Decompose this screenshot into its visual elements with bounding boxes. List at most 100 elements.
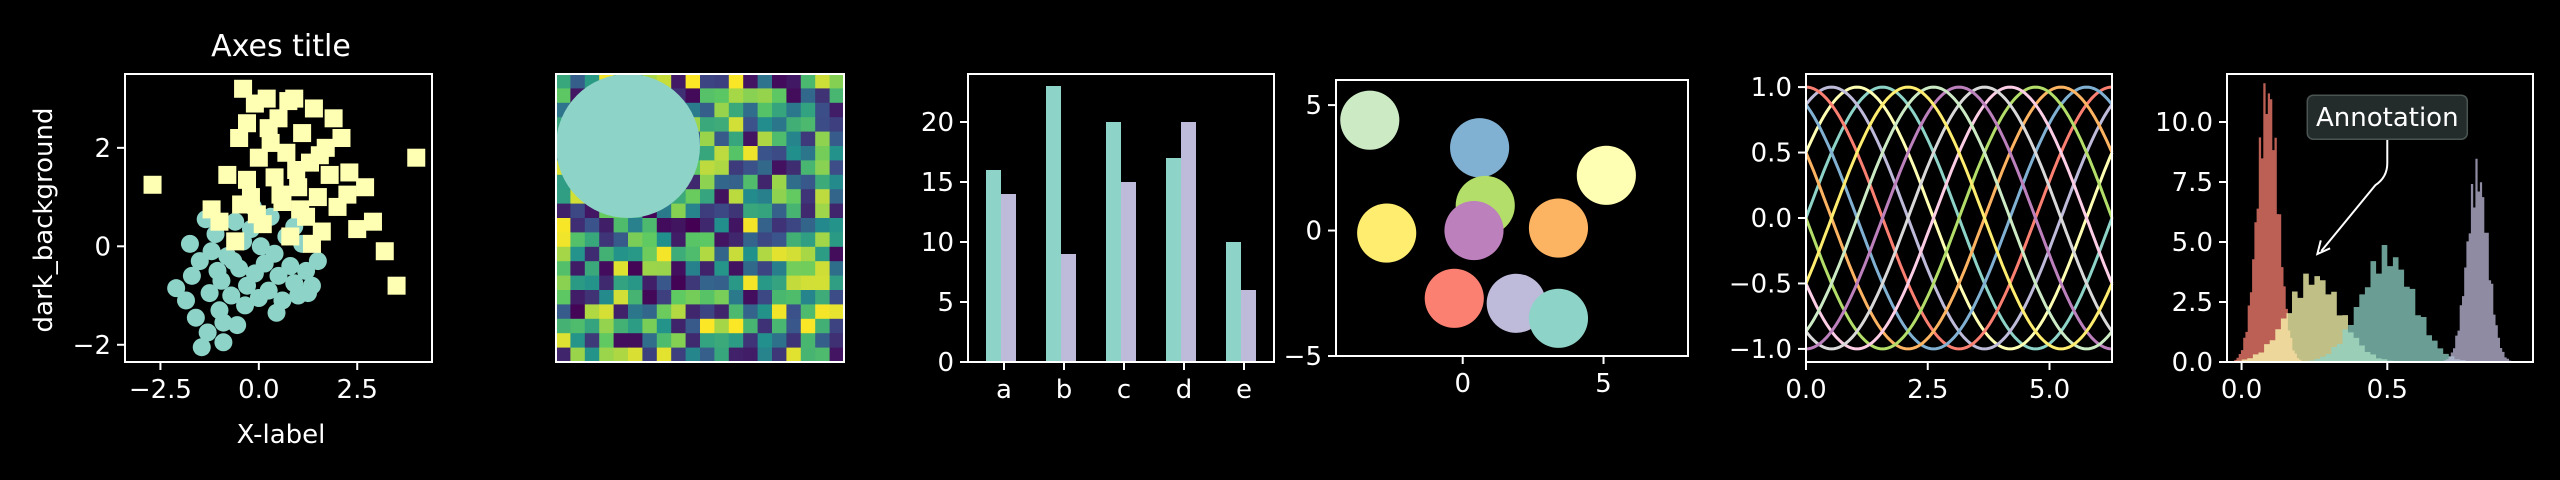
scatter-marks [143,79,426,357]
heatmap-cell [714,246,730,262]
bar [1241,290,1256,362]
sine-line [1804,85,2114,351]
panel-bar: a b c d e 0 5 10 15 20 [921,73,1275,405]
heatmap-cell [700,102,715,118]
heatmap-cell [700,290,715,305]
scatter-point [226,232,245,251]
heatmap-cell [815,261,831,277]
bar-marks [986,86,1256,362]
heatmap-cell [829,290,845,305]
p6-ytick-label: 5.0 [2172,228,2213,258]
heatmap-cell [728,203,744,219]
heatmap-cell [700,160,715,176]
heatmap-cell [743,232,759,248]
heatmap-cell [570,290,586,305]
scatter-point [236,296,255,315]
heatmap-cell [656,261,672,277]
heatmap-cell [570,74,586,89]
p4-ytick-label: 0 [1305,217,1322,247]
heatmap-cell [743,333,759,349]
heatmap-cell [628,290,643,305]
heatmap-cell [685,88,701,104]
heatmap-cell [728,232,744,248]
heatmap-cell [570,232,586,248]
heatmap-cell [772,160,787,176]
heatmap-cell [829,88,845,104]
heatmap-cell [757,189,773,205]
scatter-point [348,220,367,239]
heatmap-cell [628,333,643,349]
axis-ticks: 0.0 2.5 5.0 −1.0 −0.5 0.0 0.5 1.0 [1729,73,2070,405]
heatmap-cell [714,232,730,248]
p3-ytick-label: 0 [937,348,954,378]
scatter-point [287,161,306,179]
heatmap-cell [700,74,715,89]
heatmap-cell [800,102,816,118]
heatmap-cell [728,102,744,118]
sine-line [1804,85,2114,351]
heatmap-cell [700,203,715,219]
heatmap-cell [786,218,802,233]
p5-xtick-label: 5.0 [2029,375,2070,405]
heatmap-cell [599,304,615,320]
heatmap-cell [656,275,672,291]
scatter-point [226,212,245,231]
heatmap-cell [584,304,600,320]
heatmap-cell [829,146,845,161]
heatmap-cell [671,74,687,89]
heatmap-cell [700,232,715,248]
heatmap-cell [656,318,672,334]
heatmap-cell [829,117,845,133]
overlay-circle [556,74,700,218]
heatmap-cell [815,160,831,176]
heatmap-cell [772,290,787,305]
heatmap-cell [772,246,787,262]
heatmap-cell [642,333,658,349]
heatmap-cell [714,218,730,233]
heatmap-cell [570,218,586,233]
heatmap-cell [829,189,845,205]
heatmap-cell [786,275,802,291]
scatter-point [277,143,296,162]
heatmap-cell [700,246,715,262]
heatmap-cell [728,218,744,233]
y-axis-label: dark_background [29,108,59,333]
scatter-point [261,133,280,152]
scatter-point [257,89,276,108]
heatmap-cell [757,117,773,133]
heatmap-cell [829,246,845,262]
p1-ytick-label: 2 [94,134,111,164]
heatmap-cell [685,347,701,363]
heatmap-cell [800,146,816,161]
heatmap-cell [757,347,773,363]
scatter-point [249,148,268,167]
heatmap-cell [815,74,831,89]
heatmap-cell [743,203,759,219]
heatmap-cell [743,189,759,205]
heatmap-cell [786,333,802,349]
p3-xtick-label: c [1117,375,1131,405]
p6-ytick-label: 2.5 [2172,288,2213,318]
scatter-point [208,261,227,280]
scatter-point [182,266,201,285]
scatter-point [232,195,251,214]
axis-ticks: −2.5 0.0 2.5 −2 0 2 [73,134,378,405]
heatmap-cell [584,218,600,233]
p1-ytick-label: −2 [73,331,111,361]
heatmap-cell [570,261,586,277]
heatmap-cell [772,347,787,363]
scatter-point [177,291,196,310]
heatmap-cell [786,117,802,133]
bar [986,170,1001,362]
scatter-point [320,165,339,184]
p3-xtick-label: a [996,375,1012,405]
heatmap-cell [700,218,715,233]
scatter-point [281,227,300,246]
heatmap-cell [757,275,773,291]
panel-circles: 0 5 −5 0 5 [1284,79,1689,399]
heatmap-cell [671,203,687,219]
scatter-point [297,261,316,280]
p3-xtick-label: e [1236,375,1252,405]
heatmap-cell [685,261,701,277]
heatmap-cell [728,74,744,89]
